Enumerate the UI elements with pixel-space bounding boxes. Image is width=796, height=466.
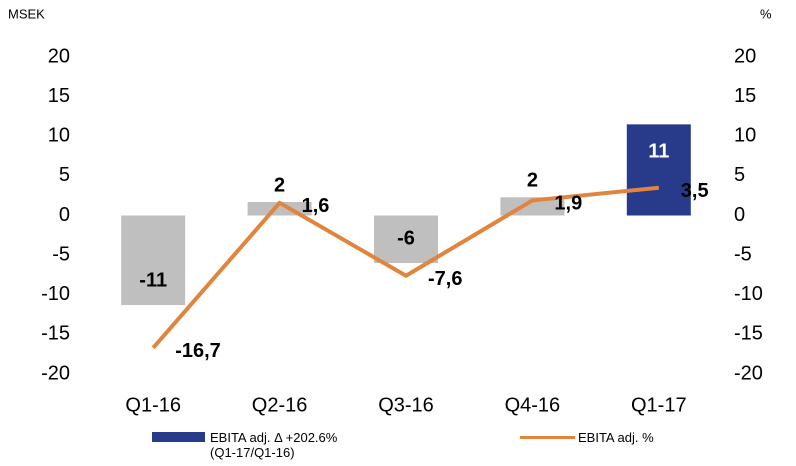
data-label: 2	[527, 170, 538, 192]
legend-swatch	[520, 436, 575, 439]
y-axis-label: MSEK	[8, 6, 45, 21]
y-tick-label: -15	[41, 323, 70, 345]
y2-tick-label: 20	[734, 45, 756, 67]
y-tick-label: 0	[59, 204, 70, 226]
legend-label: EBITA adj. Δ +202.6% (Q1-17/Q1-16)	[210, 430, 338, 460]
y2-tick-label: 0	[734, 204, 745, 226]
data-label: 2	[274, 174, 285, 196]
y2-tick-label: 15	[734, 85, 756, 107]
y-tick-label: 5	[59, 164, 70, 186]
y-tick-label: -5	[52, 243, 70, 265]
data-label: 1,6	[302, 195, 330, 217]
y-tick-label: 20	[48, 45, 70, 67]
y2-tick-label: 5	[734, 164, 745, 186]
y-tick-label: -10	[41, 283, 70, 305]
y-tick-label: -20	[41, 362, 70, 384]
y2-tick-label: -10	[734, 283, 763, 305]
y2-tick-label: -20	[734, 362, 763, 384]
data-label: 3,5	[681, 180, 709, 202]
x-tick-label: Q2-16	[252, 394, 308, 416]
bar	[626, 124, 691, 216]
y2-tick-label: -15	[734, 323, 763, 345]
y-tick-label: 10	[48, 125, 70, 147]
legend-label: EBITA adj. %	[578, 430, 654, 445]
data-label: -16,7	[175, 340, 221, 362]
x-tick-label: Q3-16	[378, 394, 434, 416]
bar	[374, 215, 438, 264]
x-tick-label: Q1-17	[631, 394, 687, 416]
data-label: -6	[397, 227, 415, 249]
data-label: 11	[648, 141, 669, 163]
y2-tick-label: -5	[734, 243, 752, 265]
y-tick-label: 15	[48, 85, 70, 107]
bar	[121, 215, 186, 306]
x-tick-label: Q4-16	[505, 394, 561, 416]
data-label: -11	[139, 269, 167, 291]
y2-tick-label: 10	[734, 125, 756, 147]
data-label: 1,9	[554, 193, 582, 215]
y2-axis-label: %	[760, 6, 772, 21]
legend-swatch	[152, 432, 205, 442]
data-label: -7,6	[428, 268, 462, 290]
x-tick-label: Q1-16	[125, 394, 181, 416]
line	[151, 185, 659, 350]
